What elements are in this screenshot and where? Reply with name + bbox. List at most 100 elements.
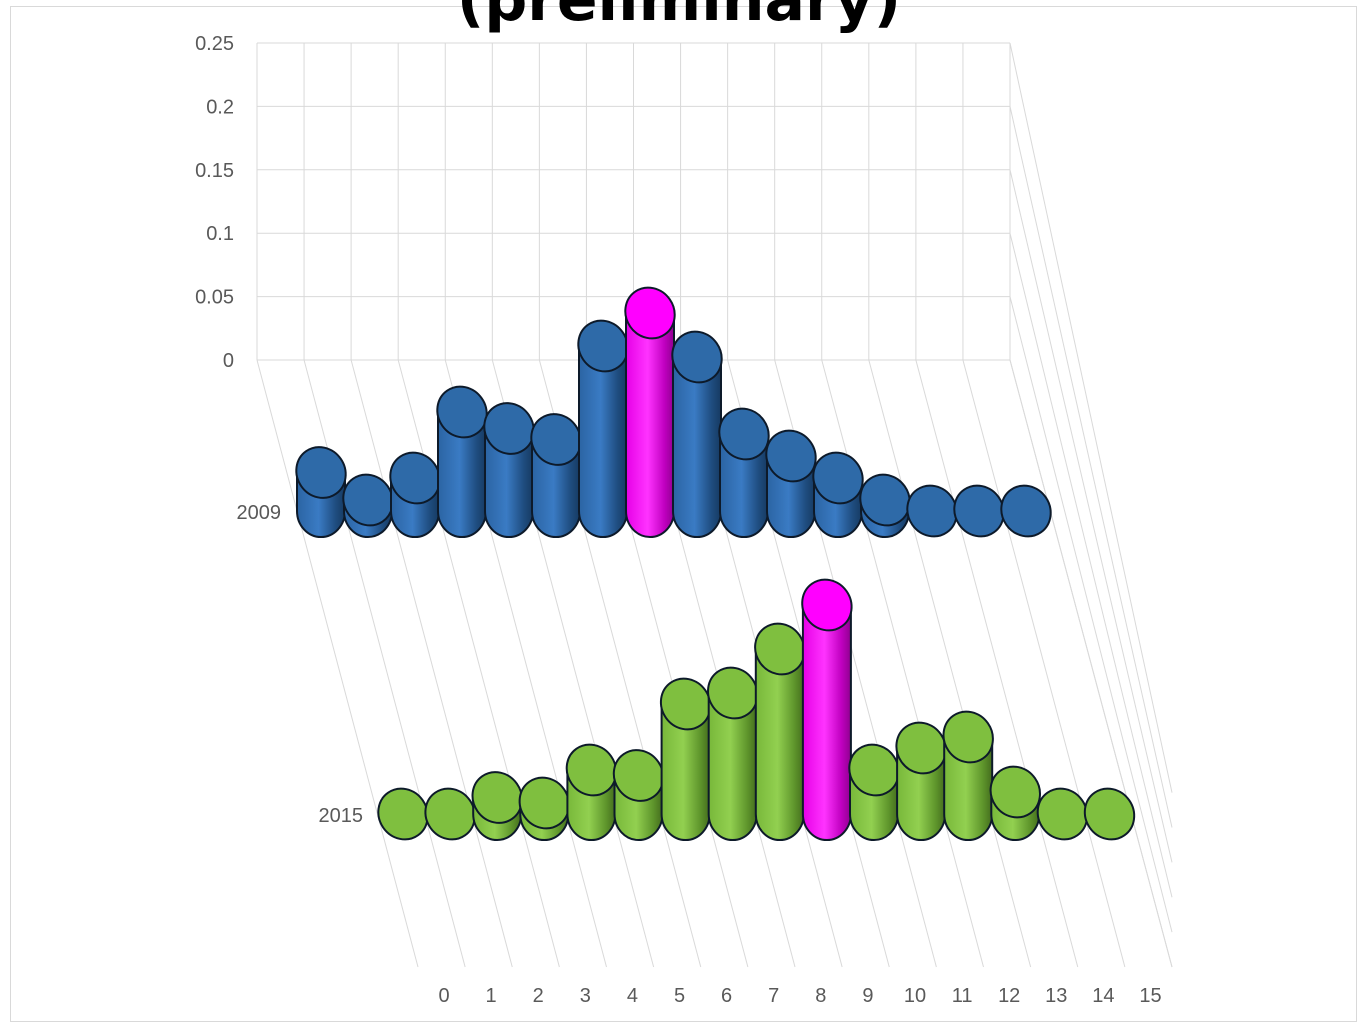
bar-top bbox=[483, 402, 535, 455]
floor-gridline bbox=[350, 359, 513, 968]
side-wall-gridline bbox=[1009, 42, 1173, 793]
bar-body bbox=[801, 604, 852, 841]
bar bbox=[1036, 787, 1089, 841]
series-label: 2009 bbox=[237, 502, 282, 524]
x-tick-label: 15 bbox=[1139, 985, 1161, 1007]
bar bbox=[389, 451, 441, 538]
x-tick-label: 1 bbox=[486, 985, 497, 1007]
bar-top bbox=[659, 677, 712, 731]
bar bbox=[624, 286, 676, 538]
y-tick-label: 0.2 bbox=[206, 96, 234, 118]
bar bbox=[1000, 484, 1052, 538]
bar-top bbox=[707, 666, 759, 720]
bar bbox=[424, 787, 476, 841]
bar bbox=[895, 721, 947, 841]
bar-body bbox=[578, 345, 628, 538]
floor-gridline bbox=[915, 359, 1079, 968]
x-tick-label: 10 bbox=[904, 985, 926, 1007]
bar-body bbox=[754, 648, 805, 841]
bar-top bbox=[812, 451, 864, 505]
side-wall-gridline bbox=[1009, 233, 1173, 898]
x-tick-label: 9 bbox=[862, 985, 873, 1007]
gridlines bbox=[256, 42, 1173, 968]
bar-top bbox=[530, 413, 582, 466]
bar bbox=[471, 771, 523, 841]
bars bbox=[295, 286, 1136, 841]
bar-top bbox=[718, 407, 770, 461]
floor-gridline bbox=[256, 359, 419, 968]
bar-body bbox=[625, 312, 675, 538]
bar-top bbox=[859, 473, 911, 527]
bar-top bbox=[848, 743, 900, 797]
bar bbox=[906, 484, 958, 538]
bar bbox=[612, 749, 665, 841]
x-tick-label: 7 bbox=[768, 985, 779, 1007]
series-2009 bbox=[295, 286, 1052, 538]
bar-top bbox=[989, 765, 1041, 819]
bar bbox=[801, 578, 853, 841]
bar bbox=[377, 787, 429, 841]
bar bbox=[848, 743, 900, 841]
bar bbox=[859, 473, 911, 538]
bar bbox=[342, 473, 394, 538]
series-label: 2015 bbox=[319, 805, 364, 827]
chart-title: (preliminary) bbox=[456, 0, 902, 35]
bar-top bbox=[436, 385, 488, 439]
bar-top bbox=[671, 330, 723, 384]
bar-body bbox=[672, 356, 722, 538]
bar bbox=[953, 484, 1005, 538]
bar bbox=[754, 622, 806, 841]
floor-gridline bbox=[868, 359, 1032, 968]
series-2015 bbox=[377, 578, 1136, 841]
bar bbox=[565, 743, 618, 841]
bar bbox=[295, 446, 347, 538]
side-wall-gridline bbox=[1009, 169, 1173, 863]
x-tick-label: 8 bbox=[815, 985, 826, 1007]
bar bbox=[989, 765, 1041, 841]
bar bbox=[483, 402, 535, 538]
bar-top bbox=[1083, 787, 1136, 841]
y-tick-label: 0.1 bbox=[206, 223, 234, 245]
x-tick-label: 12 bbox=[998, 985, 1020, 1007]
x-tick-label: 14 bbox=[1092, 985, 1114, 1007]
bar-top bbox=[1000, 484, 1052, 538]
x-tick-label: 3 bbox=[580, 985, 591, 1007]
side-wall-gridline bbox=[1009, 106, 1173, 828]
bar-top bbox=[624, 286, 676, 340]
bar-top bbox=[801, 578, 853, 632]
x-tick-label: 6 bbox=[721, 985, 732, 1007]
bar-top bbox=[895, 721, 947, 775]
bar-top bbox=[754, 622, 806, 676]
bar-top bbox=[612, 749, 665, 802]
y-tick-label: 0.05 bbox=[195, 287, 234, 309]
bar-top bbox=[953, 484, 1005, 538]
bar-top bbox=[342, 473, 394, 527]
bar-top bbox=[389, 451, 441, 505]
bar bbox=[1083, 787, 1136, 841]
x-tick-label: 11 bbox=[952, 985, 973, 1007]
bar-top bbox=[377, 787, 429, 841]
y-tick-label: 0.15 bbox=[195, 160, 234, 182]
side-wall-gridline bbox=[1009, 296, 1173, 933]
x-tick-label: 2 bbox=[533, 985, 544, 1007]
bar-top bbox=[1036, 787, 1089, 841]
bar-top bbox=[565, 743, 618, 797]
y-tick-label: 0.25 bbox=[195, 33, 234, 55]
bar-top bbox=[906, 484, 958, 538]
y-tick-label: 0 bbox=[223, 350, 234, 372]
x-tick-label: 13 bbox=[1045, 985, 1067, 1007]
bar bbox=[718, 407, 770, 538]
bar bbox=[518, 776, 570, 841]
bar-top bbox=[765, 429, 817, 483]
bar-top bbox=[942, 710, 994, 764]
x-tick-label: 5 bbox=[674, 985, 685, 1007]
x-tick-label: 4 bbox=[627, 985, 638, 1007]
bar-top bbox=[424, 787, 476, 841]
bar-top bbox=[295, 446, 347, 499]
floor-gridline bbox=[962, 359, 1126, 968]
axis-ticks: 00.050.10.150.20.250 1 2 3 4 5 6 7 8 9 10 11 12 13 14 1… bbox=[195, 33, 1162, 1007]
bar-top bbox=[471, 771, 523, 824]
side-wall-gridline bbox=[1009, 359, 1173, 968]
bar bbox=[659, 677, 712, 841]
